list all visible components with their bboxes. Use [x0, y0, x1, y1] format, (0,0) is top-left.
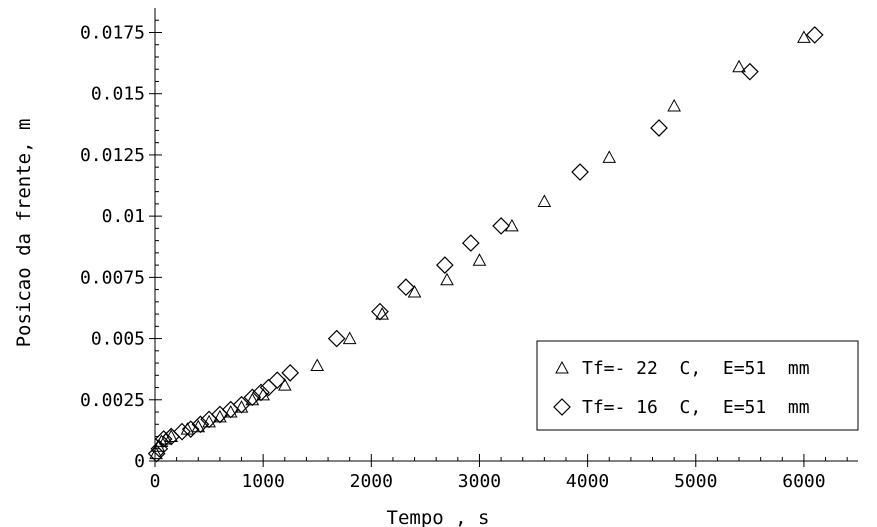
legend-label-series-1: Tf=- 22 C, E=51 mm: [582, 358, 810, 379]
data-point-diamond: [154, 430, 173, 448]
data-point-diamond: [805, 26, 824, 44]
data-point-diamond: [281, 364, 300, 382]
legend-box: [536, 340, 859, 431]
y-tick-label: 0.0175: [80, 22, 145, 43]
data-point-diamond: [181, 420, 200, 439]
data-point-triangle: [505, 218, 519, 232]
x-tick-label: 2000: [350, 471, 393, 492]
x-tick-label: 4000: [566, 471, 609, 492]
data-point-diamond: [571, 163, 589, 181]
data-point-triangle: [537, 194, 552, 207]
y-tick-label: 0.0025: [80, 390, 145, 411]
data-point-diamond: [436, 256, 454, 274]
legend: Tf=- 22 C, E=51 mm Tf=- 16 C, E=51 mm: [536, 340, 859, 431]
data-point-triangle: [667, 98, 681, 112]
y-tick-label: 0.01: [102, 206, 145, 227]
data-point-diamond: [221, 400, 240, 419]
data-point-diamond: [232, 395, 251, 414]
data-point-diamond: [650, 119, 668, 137]
y-axis-label: Posicao da frente, m: [13, 119, 35, 348]
x-tick-label: 0: [150, 471, 161, 492]
data-points: [147, 26, 824, 463]
y-tick-label: 0.015: [91, 84, 145, 105]
data-point-triangle: [797, 30, 811, 43]
data-point-diamond: [147, 444, 166, 463]
x-tick-label: 5000: [674, 471, 717, 492]
data-point-triangle: [310, 358, 325, 372]
data-point-triangle: [256, 387, 270, 401]
legend-marker-diamond: [553, 398, 571, 416]
data-point-diamond: [243, 388, 262, 407]
y-axis-ticks: 0 0.0025 0.005 0.0075 0.01 0.0125 0.015 0.0175: [80, 19, 162, 472]
y-tick-label: 0.005: [91, 329, 145, 350]
data-point-triangle: [732, 59, 746, 73]
data-point-triangle: [277, 378, 292, 391]
y-tick-label: 0.0125: [80, 145, 145, 166]
y-tick-label: 0.0075: [80, 267, 145, 288]
data-point-triangle: [149, 446, 163, 460]
data-point-triangle: [472, 253, 487, 266]
data-point-triangle: [602, 150, 617, 163]
data-point-diamond: [492, 217, 510, 235]
data-point-diamond: [397, 278, 415, 296]
data-point-diamond: [461, 234, 480, 252]
data-point-diamond: [191, 415, 210, 434]
data-point-triangle: [151, 439, 166, 452]
data-point-diamond: [252, 383, 270, 402]
data-point-diamond: [268, 371, 287, 390]
data-point-diamond: [740, 62, 759, 81]
x-tick-label: 6000: [782, 471, 825, 492]
legend-diamond-icon: [553, 398, 571, 416]
data-point-diamond: [371, 302, 389, 321]
plot-frame: [154, 8, 858, 462]
data-point-diamond: [327, 329, 346, 348]
legend-triangle-icon: [555, 360, 569, 374]
data-point-triangle: [407, 284, 422, 298]
y-tick-label: 0: [134, 451, 145, 472]
x-tick-label: 3000: [458, 471, 501, 492]
data-point-diamond: [173, 422, 191, 441]
x-axis-label: Tempo , s: [387, 507, 490, 527]
data-point-triangle: [375, 307, 389, 320]
legend-marker-triangle: [555, 360, 569, 374]
x-tick-label: 1000: [241, 471, 284, 492]
x-axis-ticks: 0 1000 2000 3000 4000 5000 6000: [150, 454, 848, 492]
data-point-triangle: [440, 272, 454, 286]
data-point-triangle: [342, 331, 357, 345]
data-point-diamond: [211, 405, 229, 424]
legend-label-series-2: Tf=- 16 C, E=51 mm: [582, 397, 810, 418]
